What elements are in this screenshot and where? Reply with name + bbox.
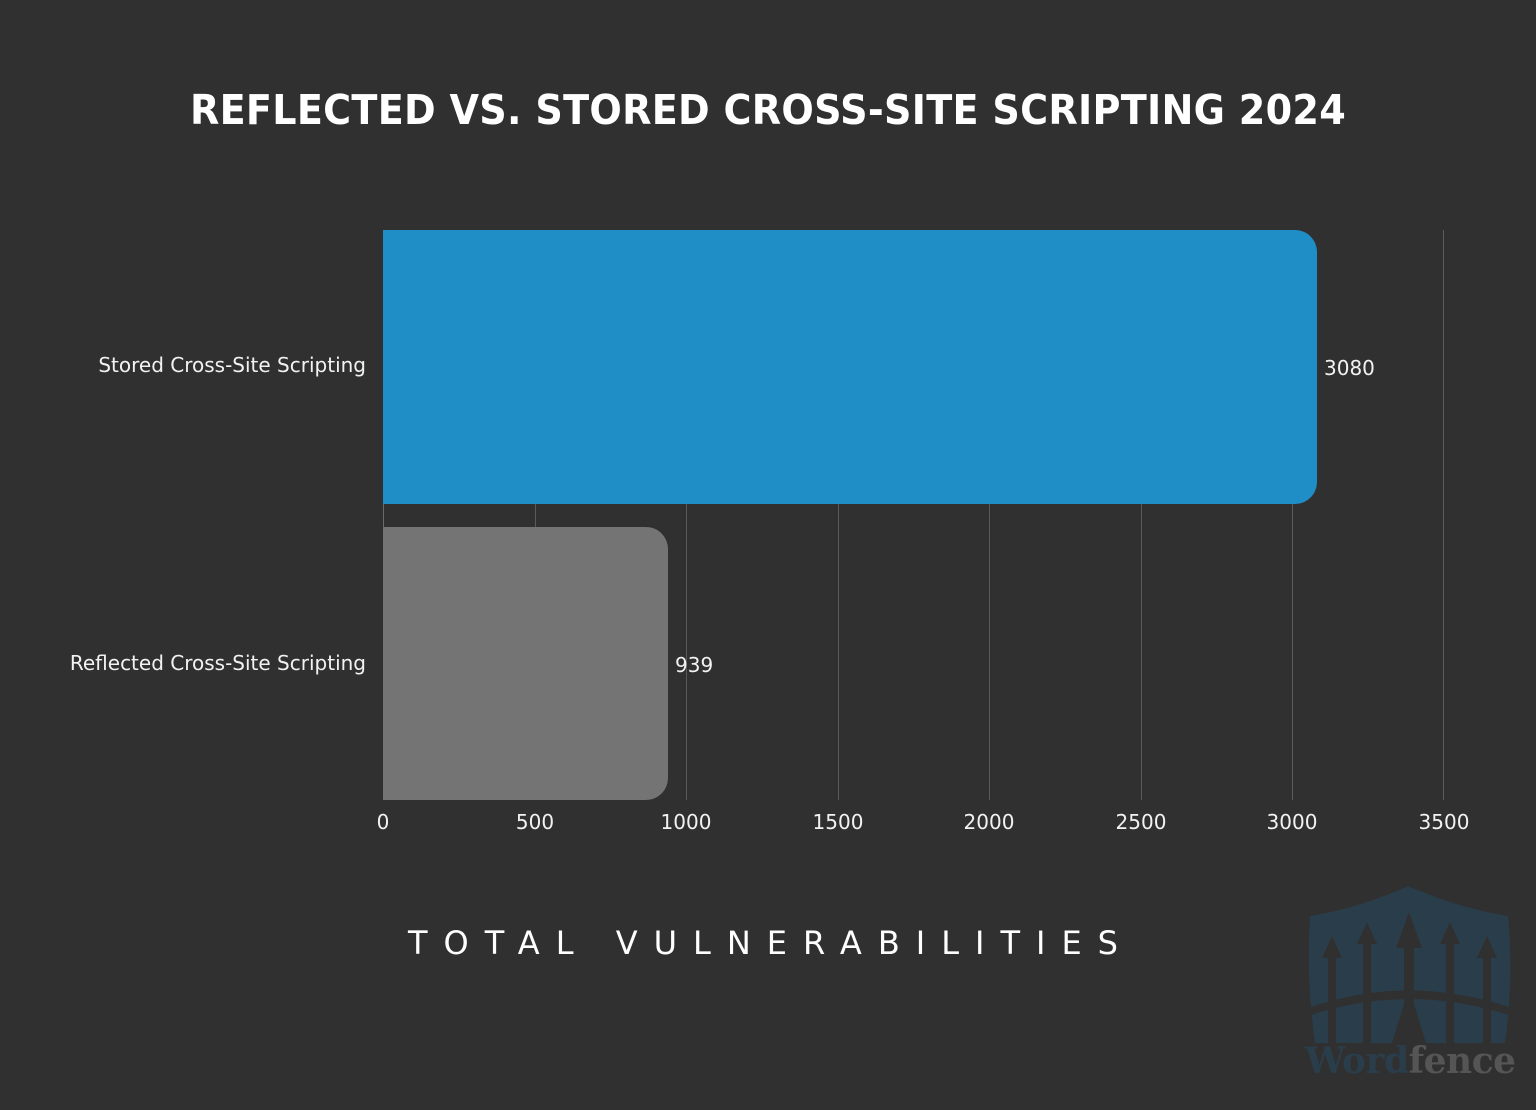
value-label-stored: 3080 <box>1324 356 1375 380</box>
x-tick: 2000 <box>963 810 1015 834</box>
x-tick: 3000 <box>1266 810 1318 834</box>
x-tick: 1500 <box>812 810 864 834</box>
gridline-2500 <box>1141 230 1142 800</box>
gridline-3500 <box>1443 230 1444 800</box>
category-label-reflected: Reflected Cross-Site Scripting <box>69 651 366 675</box>
x-tick: 0 <box>376 810 390 834</box>
chart-title: REFLECTED VS. STORED CROSS-SITE SCRIPTIN… <box>189 86 1347 134</box>
bar-reflected-xss <box>383 527 668 800</box>
gridline-3000 <box>1292 230 1293 800</box>
wordfence-shield-icon <box>1308 886 1512 1043</box>
gridline-500 <box>535 230 536 800</box>
y-axis-line <box>383 230 384 800</box>
x-tick: 3500 <box>1418 810 1470 834</box>
plot-area <box>383 230 1444 800</box>
bar-stored-xss <box>383 230 1317 504</box>
category-label-stored: Stored Cross-Site Scripting <box>98 353 366 377</box>
x-tick: 500 <box>515 810 555 834</box>
gridline-1000 <box>686 230 687 800</box>
value-label-reflected: 939 <box>675 653 714 677</box>
x-tick: 1000 <box>660 810 712 834</box>
x-tick: 2500 <box>1115 810 1167 834</box>
x-axis-label: TOTAL VULNERABILITIES <box>408 924 1134 962</box>
wordfence-logo-text: Wordfence <box>1305 1040 1516 1082</box>
gridline-2000 <box>989 230 990 800</box>
gridline-1500 <box>838 230 839 800</box>
